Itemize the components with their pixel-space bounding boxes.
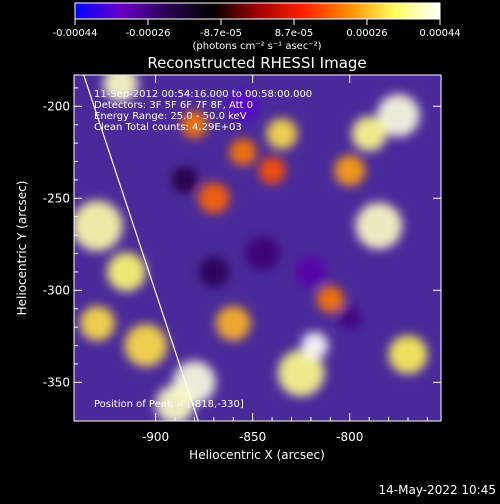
y-axis-label: Heliocentric Y (arcsec): [15, 181, 29, 316]
y-tick-label: -200: [43, 99, 70, 113]
emission-region: [258, 157, 286, 185]
observation-info: 11-Sep-2012 00:54:16.000 to 00:58:00.000…: [94, 89, 312, 410]
x-axis: -900 -850 -800: [142, 75, 428, 444]
y-tick-label: -300: [43, 283, 70, 297]
emission-region: [103, 75, 139, 102]
emission-region: [198, 256, 230, 288]
colorbar-tick-label: 0.00044: [419, 28, 460, 39]
x-tick-label: -800: [336, 430, 363, 444]
y-axis: -350 -300 -250 -200: [43, 87, 441, 389]
emission-region: [277, 349, 325, 397]
emission-region: [266, 118, 298, 150]
emission-region: [334, 155, 366, 187]
info-line-time: 11-Sep-2012 00:54:16.000 to 00:58:00.000: [94, 89, 312, 100]
emission-region: [355, 202, 403, 250]
render-timestamp: 14-May-2022 10:45: [379, 483, 496, 497]
emission-region: [155, 385, 195, 421]
emission-region: [376, 94, 420, 137]
emission-region: [124, 324, 168, 367]
colorbar-tick-label: -0.00044: [53, 28, 98, 39]
info-line-clean: Clean Total counts: 4.29E+03: [94, 122, 242, 133]
x-tick-label: -900: [142, 430, 169, 444]
solar-limb-line: [83, 75, 199, 421]
emission-region: [244, 236, 280, 271]
emission-region: [295, 256, 327, 288]
emission-region: [316, 285, 344, 314]
plot-frame: [73, 74, 442, 422]
emission-region: [74, 200, 123, 252]
y-tick-label: -350: [43, 375, 70, 389]
y-tick-label: -250: [43, 191, 70, 205]
emission-regions: [74, 75, 428, 421]
emission-region: [227, 90, 259, 122]
colorbar-gradient: [74, 2, 441, 20]
emission-region: [180, 111, 208, 139]
emission-region: [229, 138, 257, 166]
colorbar-tick-label: 8.7e-05: [275, 28, 313, 39]
emission-region: [301, 331, 329, 360]
x-tick-label: -850: [239, 430, 266, 444]
image-area: [74, 75, 441, 421]
emission-region: [215, 305, 251, 341]
emission-region: [171, 166, 199, 194]
colorbar-tick-label: -8.7e-05: [200, 28, 242, 39]
colorbar-tick-label: 0.00026: [346, 28, 387, 39]
colorbar: -0.00044 -0.00026 -8.7e-05 8.7e-05 0.000…: [53, 2, 461, 52]
emission-region: [107, 252, 146, 292]
peak-position-label: Position of Peak = [-818,-330]: [94, 399, 244, 410]
emission-region: [79, 305, 115, 341]
emission-region: [388, 335, 428, 375]
emission-region: [198, 182, 230, 214]
colorbar-tick-label: -0.00026: [126, 28, 171, 39]
x-axis-label: Heliocentric X (arcsec): [189, 448, 325, 462]
emission-region: [351, 116, 387, 152]
info-line-energy: Energy Range: 25.0 - 50.0 keV: [94, 111, 247, 122]
colorbar-ticks: [74, 19, 441, 25]
colorbar-unit-label: (photons cm⁻² s⁻¹ asec⁻²): [192, 41, 321, 52]
emission-region: [338, 306, 362, 330]
chart-title: Reconstructed RHESSI Image: [147, 54, 366, 72]
info-line-detectors: Detectors: 3F 5F 6F 7F 8F, Att 0: [94, 100, 253, 111]
